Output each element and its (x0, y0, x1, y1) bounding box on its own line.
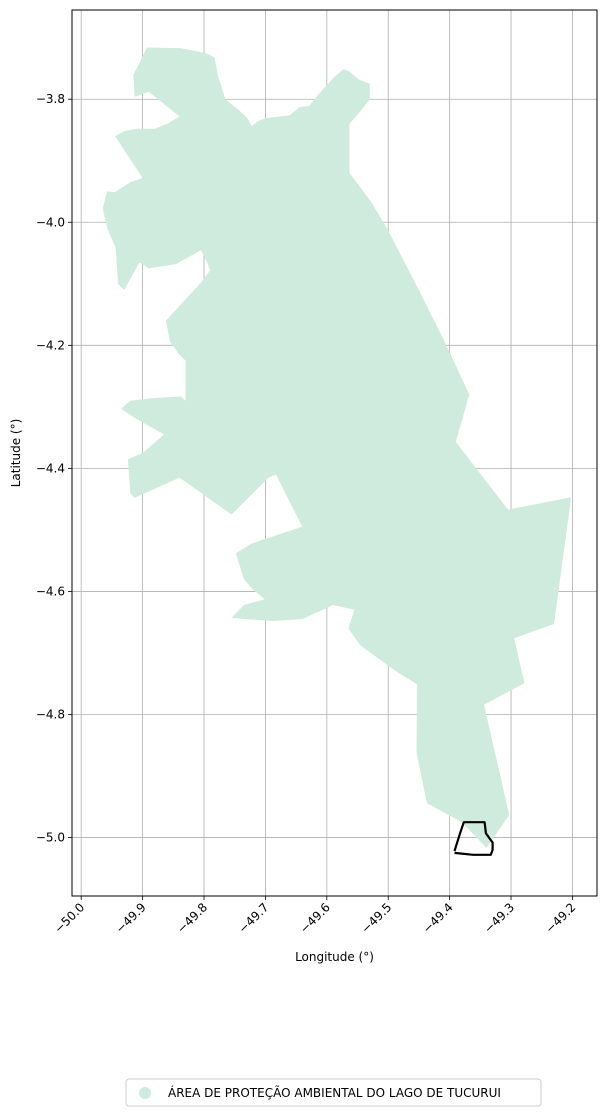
x-axis-label: Longitude (°) (295, 950, 374, 964)
y-tick-label: −3.8 (36, 92, 65, 106)
y-tick-label: −4.6 (36, 584, 65, 598)
y-tick-label: −4.8 (36, 707, 65, 721)
legend-box (125, 1078, 542, 1107)
y-tick-label: −4.2 (36, 338, 65, 352)
y-axis-label: Latitude (°) (9, 419, 23, 488)
protected-area-polygon (102, 47, 572, 848)
x-axis-ticks: −50.0 −49.9 −49.8 −49.7 −49.6 −49.5 −49.4 −49.3… (51, 896, 579, 936)
x-tick-label: −50.0 (51, 900, 87, 936)
x-tick-label: −49.7 (236, 900, 272, 936)
y-tick-label: −5.0 (36, 831, 65, 845)
y-tick-label: −4.0 (36, 215, 65, 229)
plot-area (71, 9, 598, 897)
y-axis-ticks: −3.8 −4.0 −4.2 −4.4 −4.6 −4.8 −5.0 (36, 92, 72, 845)
x-tick-label: −49.2 (543, 900, 579, 936)
legend-label: ÁREA DE PROTEÇÃO AMBIENTAL DO LAGO DE TU… (168, 1085, 501, 1100)
x-tick-label: −49.6 (297, 900, 333, 936)
x-tick-label: −49.4 (420, 900, 456, 936)
x-tick-label: −49.3 (481, 900, 517, 936)
legend: ÁREA DE PROTEÇÃO AMBIENTAL DO LAGO DE TU… (125, 1078, 542, 1107)
x-tick-label: −49.9 (113, 900, 149, 936)
x-tick-label: −49.5 (358, 900, 394, 936)
plot-frame (71, 9, 598, 897)
legend-swatch-icon (139, 1087, 151, 1099)
x-tick-label: −49.8 (174, 900, 210, 936)
y-tick-label: −4.4 (36, 461, 65, 475)
outlined-area-boundary (453, 821, 494, 856)
area-layer (102, 47, 572, 856)
